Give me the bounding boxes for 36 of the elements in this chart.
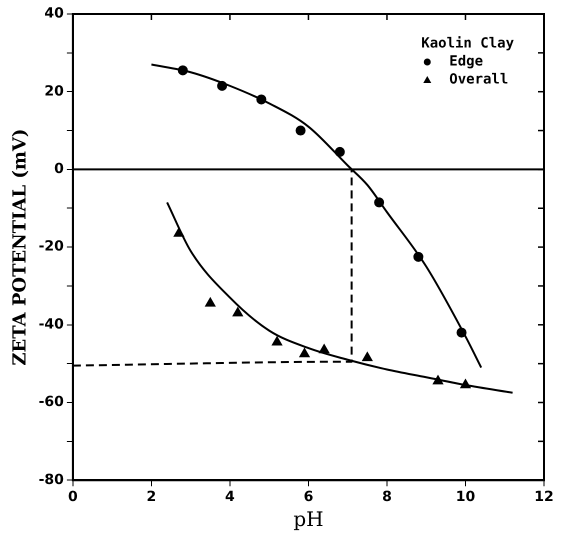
point	[178, 65, 188, 76]
point	[205, 298, 216, 307]
point	[217, 80, 228, 91]
legend-label: Edge	[449, 54, 484, 70]
y-tick-label: -80	[38, 472, 64, 488]
x-tick-label: 8	[382, 489, 392, 506]
point	[433, 376, 443, 384]
x-tick-label: 10	[456, 489, 476, 506]
point	[413, 252, 424, 262]
point	[460, 380, 470, 388]
point	[296, 126, 306, 136]
y-tick-label: 0	[54, 161, 64, 178]
point	[334, 146, 345, 157]
point	[272, 336, 282, 346]
point	[319, 344, 330, 354]
x-tick-label: 2	[146, 489, 156, 506]
point	[300, 348, 310, 358]
point	[374, 197, 384, 208]
point	[174, 228, 184, 237]
point	[456, 328, 467, 338]
y-tick-label: -20	[38, 238, 64, 255]
point	[362, 352, 372, 362]
y-tick-label: 40	[44, 6, 64, 22]
y-tick-label: -40	[38, 316, 64, 332]
point	[256, 94, 266, 104]
x-tick-label: 0	[68, 489, 78, 506]
point	[232, 308, 243, 316]
legend-title: Kaolin Clay	[421, 36, 515, 52]
y-tick-label: -60	[38, 394, 64, 410]
x-tick-label: 4	[225, 489, 236, 506]
x-axis-title: pH	[293, 507, 324, 532]
legend-label: Overall	[449, 72, 508, 88]
y-tick-label: 20	[44, 83, 64, 100]
x-tick-label: 6	[304, 489, 314, 506]
y-axis-title: ZETA POTENTIAL (mV)	[9, 128, 30, 366]
x-tick-label: 12	[534, 489, 554, 506]
